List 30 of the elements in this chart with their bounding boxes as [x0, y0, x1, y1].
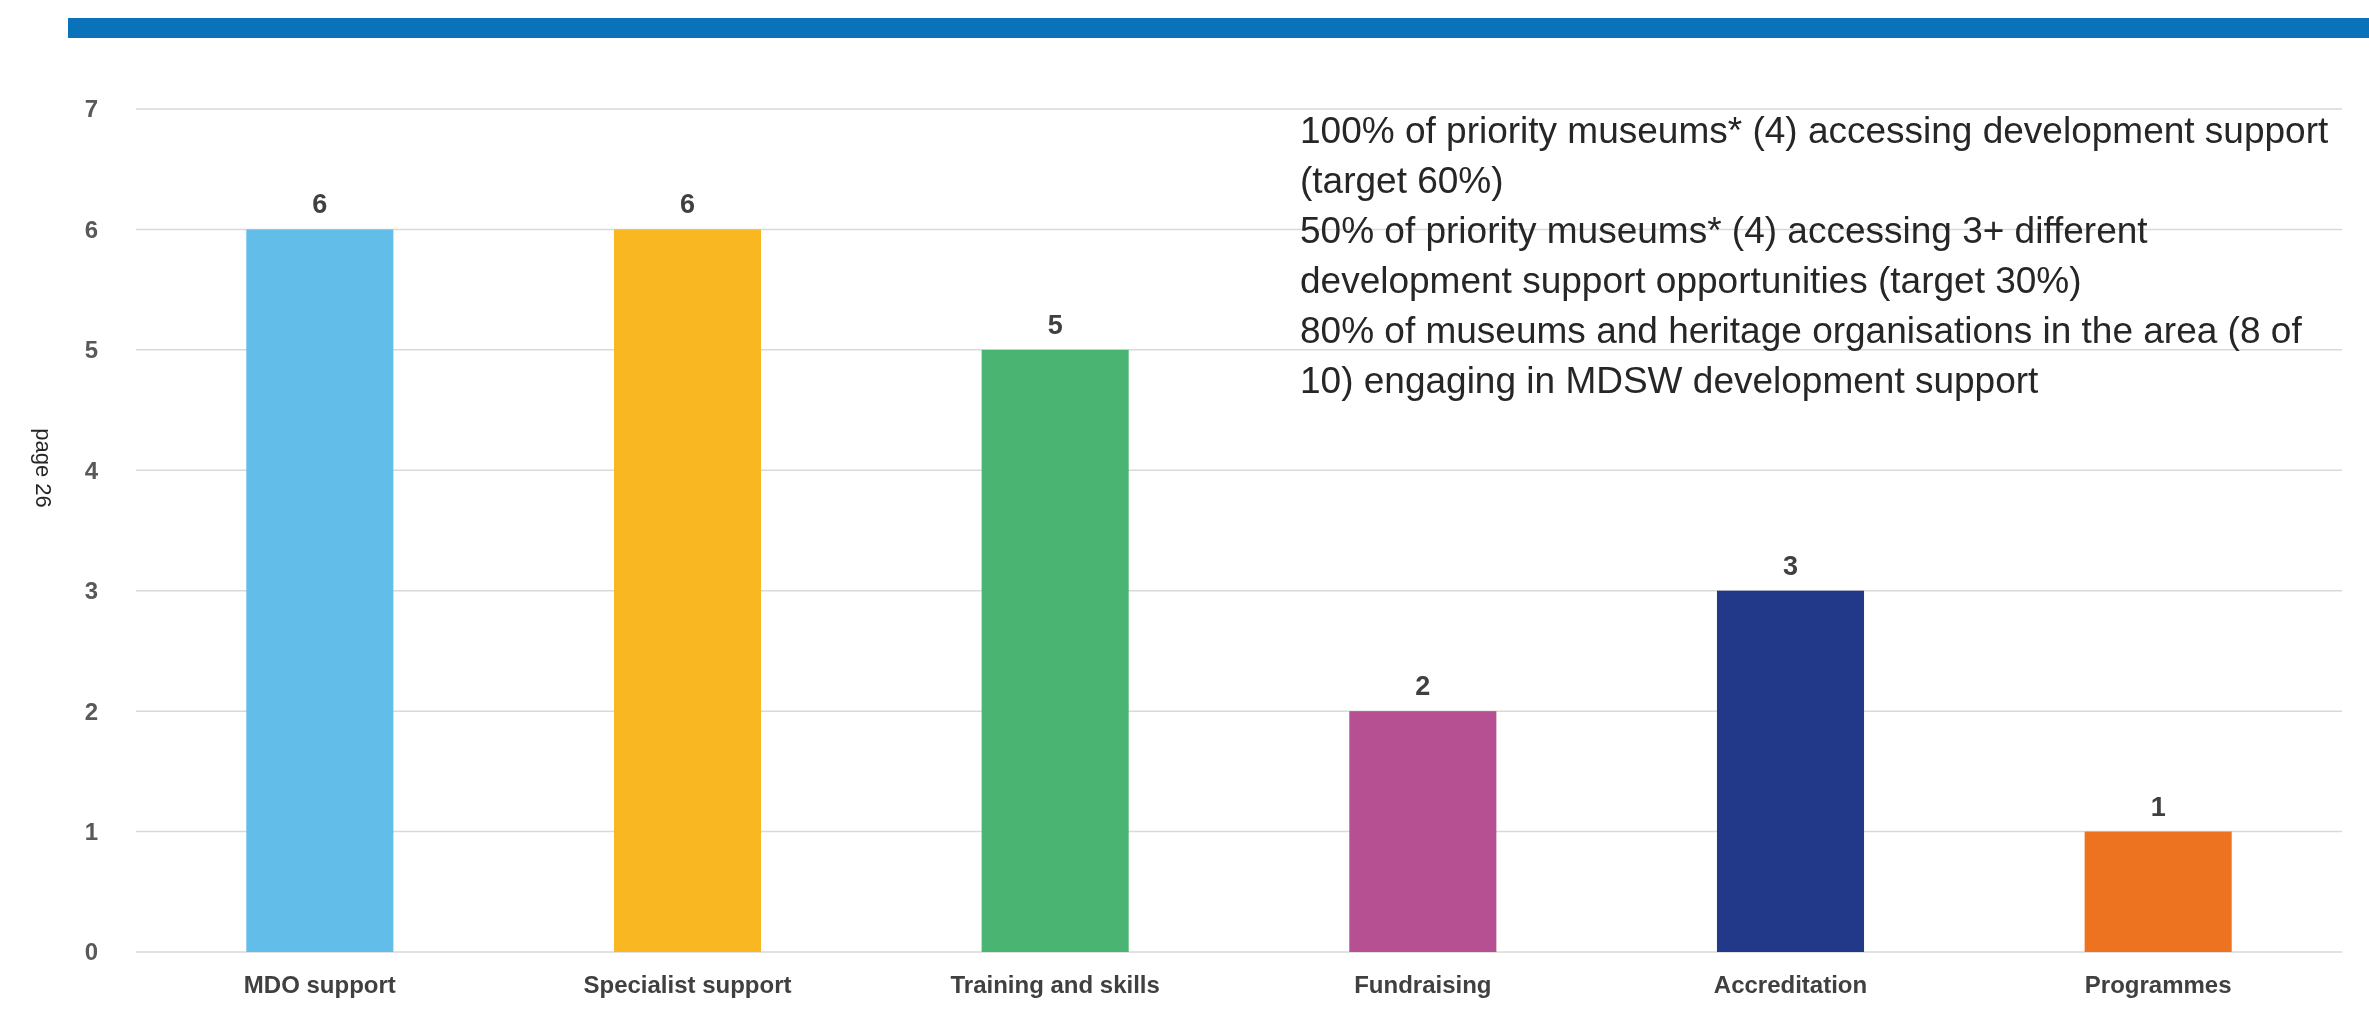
bar: [1716, 590, 1865, 952]
x-tick-label: Programmes: [2084, 971, 2232, 998]
data-label: 6: [679, 189, 696, 220]
y-tick-label: 1: [84, 817, 98, 845]
x-tick-label: Specialist support: [583, 971, 792, 998]
x-tick-label: Training and skills: [950, 971, 1160, 998]
bar: [613, 229, 762, 952]
text: page 26: [31, 428, 56, 508]
y-tick-label: 4: [84, 456, 99, 484]
y-tick-label: 3: [84, 577, 98, 605]
y-tick-label: 0: [84, 938, 98, 966]
bar: [246, 229, 394, 952]
y-tick-label: 6: [84, 215, 98, 243]
x-tick-label: Accreditation: [1713, 971, 1868, 998]
bar: [981, 349, 1129, 952]
annotation: 50% of priority museums* (4) accessing 3+ different development support opportunities (target 30%): [1300, 209, 2149, 301]
x-tick-label: MDO support: [243, 971, 396, 998]
data-label: 6: [312, 189, 328, 220]
y-tick-label: 2: [84, 697, 98, 725]
annotation: 80% of museums and heritage organisations in the area (8 of 10) engaging in MDSW development support: [1300, 309, 2303, 401]
data-label: 2: [1415, 671, 1431, 702]
data-label: 5: [1047, 309, 1063, 340]
bar: [2084, 831, 2232, 952]
annotation: 100% of priority museums* (4) accessing development support (target 60%): [1300, 109, 2329, 201]
data-label: 1: [2150, 791, 2166, 822]
y-tick-label: 7: [84, 95, 98, 123]
x-tick-label: Fundraising: [1354, 971, 1492, 998]
bar: [1349, 711, 1497, 952]
data-label: 3: [1782, 550, 1799, 581]
y-tick-label: 5: [84, 336, 98, 364]
